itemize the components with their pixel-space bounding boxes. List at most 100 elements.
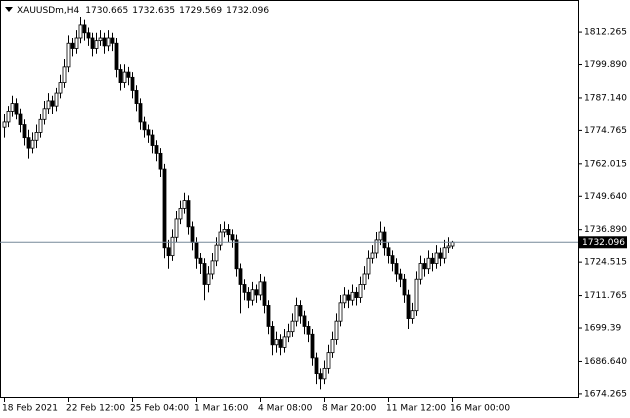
- candle-body: [150, 134, 155, 146]
- candle-body: [230, 234, 235, 241]
- candle-body: [266, 305, 271, 327]
- candle-body: [174, 218, 179, 238]
- plot-frame: [0, 0, 579, 398]
- candle-body: [362, 273, 367, 285]
- y-tick-label: 1674.265: [584, 389, 627, 399]
- candle-body: [338, 302, 343, 322]
- candle-body: [62, 66, 67, 83]
- candle-body: [278, 339, 283, 348]
- candle-body: [418, 263, 423, 280]
- candle-body: [358, 284, 363, 298]
- candle-body: [94, 40, 99, 49]
- price-label: 1732.096: [582, 238, 625, 248]
- y-tick-label: 1762.015: [584, 159, 627, 169]
- candle-body: [146, 129, 151, 136]
- candle-body: [350, 291, 355, 301]
- candle-body: [130, 76, 135, 91]
- candle-body: [18, 113, 23, 125]
- candle-body: [118, 69, 123, 83]
- candle-body: [322, 367, 327, 380]
- candle-body: [10, 103, 15, 112]
- candle-body: [206, 273, 211, 285]
- candle-body: [274, 339, 279, 346]
- candle-body: [126, 71, 131, 78]
- collapse-arrow[interactable]: [5, 7, 13, 12]
- candle-body: [106, 37, 111, 47]
- candle-body: [102, 37, 107, 47]
- candle-body: [202, 263, 207, 285]
- candle-body: [402, 278, 407, 296]
- candle-body: [410, 310, 415, 319]
- candle-body: [170, 236, 175, 257]
- candle-body: [214, 244, 219, 262]
- candle-body: [254, 289, 259, 296]
- candle-body: [282, 336, 287, 348]
- candle-body: [158, 152, 163, 170]
- price-label-box: [579, 236, 627, 249]
- candle-body: [26, 137, 31, 149]
- x-tick-label: 11 Mar 12:00: [386, 404, 446, 414]
- header-close: 1732.096: [226, 6, 269, 16]
- candle-body: [134, 90, 139, 104]
- candle-body: [54, 92, 59, 107]
- candle-body: [330, 339, 335, 354]
- candle-body: [166, 247, 171, 257]
- candle-body: [182, 200, 187, 209]
- candle-body: [262, 281, 267, 306]
- candle-body: [406, 294, 411, 319]
- y-tick-label: 1787.140: [584, 93, 627, 103]
- candle-body: [314, 357, 319, 375]
- candle-body: [374, 239, 379, 254]
- candle-body: [42, 108, 47, 120]
- candle-body: [438, 252, 443, 259]
- candle-body: [414, 278, 419, 312]
- candle-body: [386, 247, 391, 257]
- candle-body: [394, 263, 399, 275]
- candle-body: [2, 121, 7, 128]
- candle-body: [234, 239, 239, 270]
- candle-body: [434, 252, 439, 264]
- candle-body: [422, 263, 427, 270]
- candle-body: [334, 320, 339, 340]
- x-tick-label: 22 Feb 12:00: [66, 404, 125, 414]
- y-tick-label: 1736.890: [584, 225, 627, 235]
- candle-body: [398, 273, 403, 280]
- y-tick-label: 1774.765: [584, 126, 627, 136]
- candle-body: [370, 252, 375, 259]
- candle-body: [154, 145, 159, 154]
- candle-body: [82, 24, 87, 34]
- candle-body: [270, 326, 275, 346]
- candle-body: [226, 229, 231, 236]
- candle-body: [442, 247, 447, 259]
- candle-body: [178, 208, 183, 220]
- candle-body: [342, 294, 347, 304]
- candle-body: [38, 118, 43, 133]
- candle-body: [250, 289, 255, 301]
- x-tick-label: 8 Mar 20:00: [322, 404, 377, 414]
- candle-body: [78, 24, 83, 39]
- candle-body: [142, 121, 147, 131]
- header-low: 1729.569: [179, 6, 222, 16]
- header: XAUUSDm,H4 1730.665 1732.635 1729.569 1732.0…: [17, 6, 269, 16]
- candle-body: [302, 315, 307, 327]
- candle-body: [366, 257, 371, 275]
- candle-body: [382, 231, 387, 249]
- candle-body: [98, 37, 103, 42]
- candle-body: [90, 37, 95, 49]
- candle-body: [346, 294, 351, 301]
- x-tick-label: 18 Feb 2021: [2, 404, 58, 414]
- header-high: 1732.635: [132, 6, 175, 16]
- candle-body: [218, 231, 223, 246]
- candle-body: [210, 260, 215, 275]
- candle-body: [242, 284, 247, 293]
- candle-body: [66, 42, 71, 68]
- candle-body: [258, 281, 263, 296]
- candle-body: [30, 139, 35, 149]
- y-tick-label: 1724.515: [584, 258, 627, 268]
- candle-body: [446, 245, 451, 249]
- candle-body: [306, 326, 311, 335]
- candle-body: [354, 291, 359, 298]
- y-tick-label: 1749.640: [584, 192, 627, 202]
- symbol: XAUUSDm,H4: [17, 6, 80, 16]
